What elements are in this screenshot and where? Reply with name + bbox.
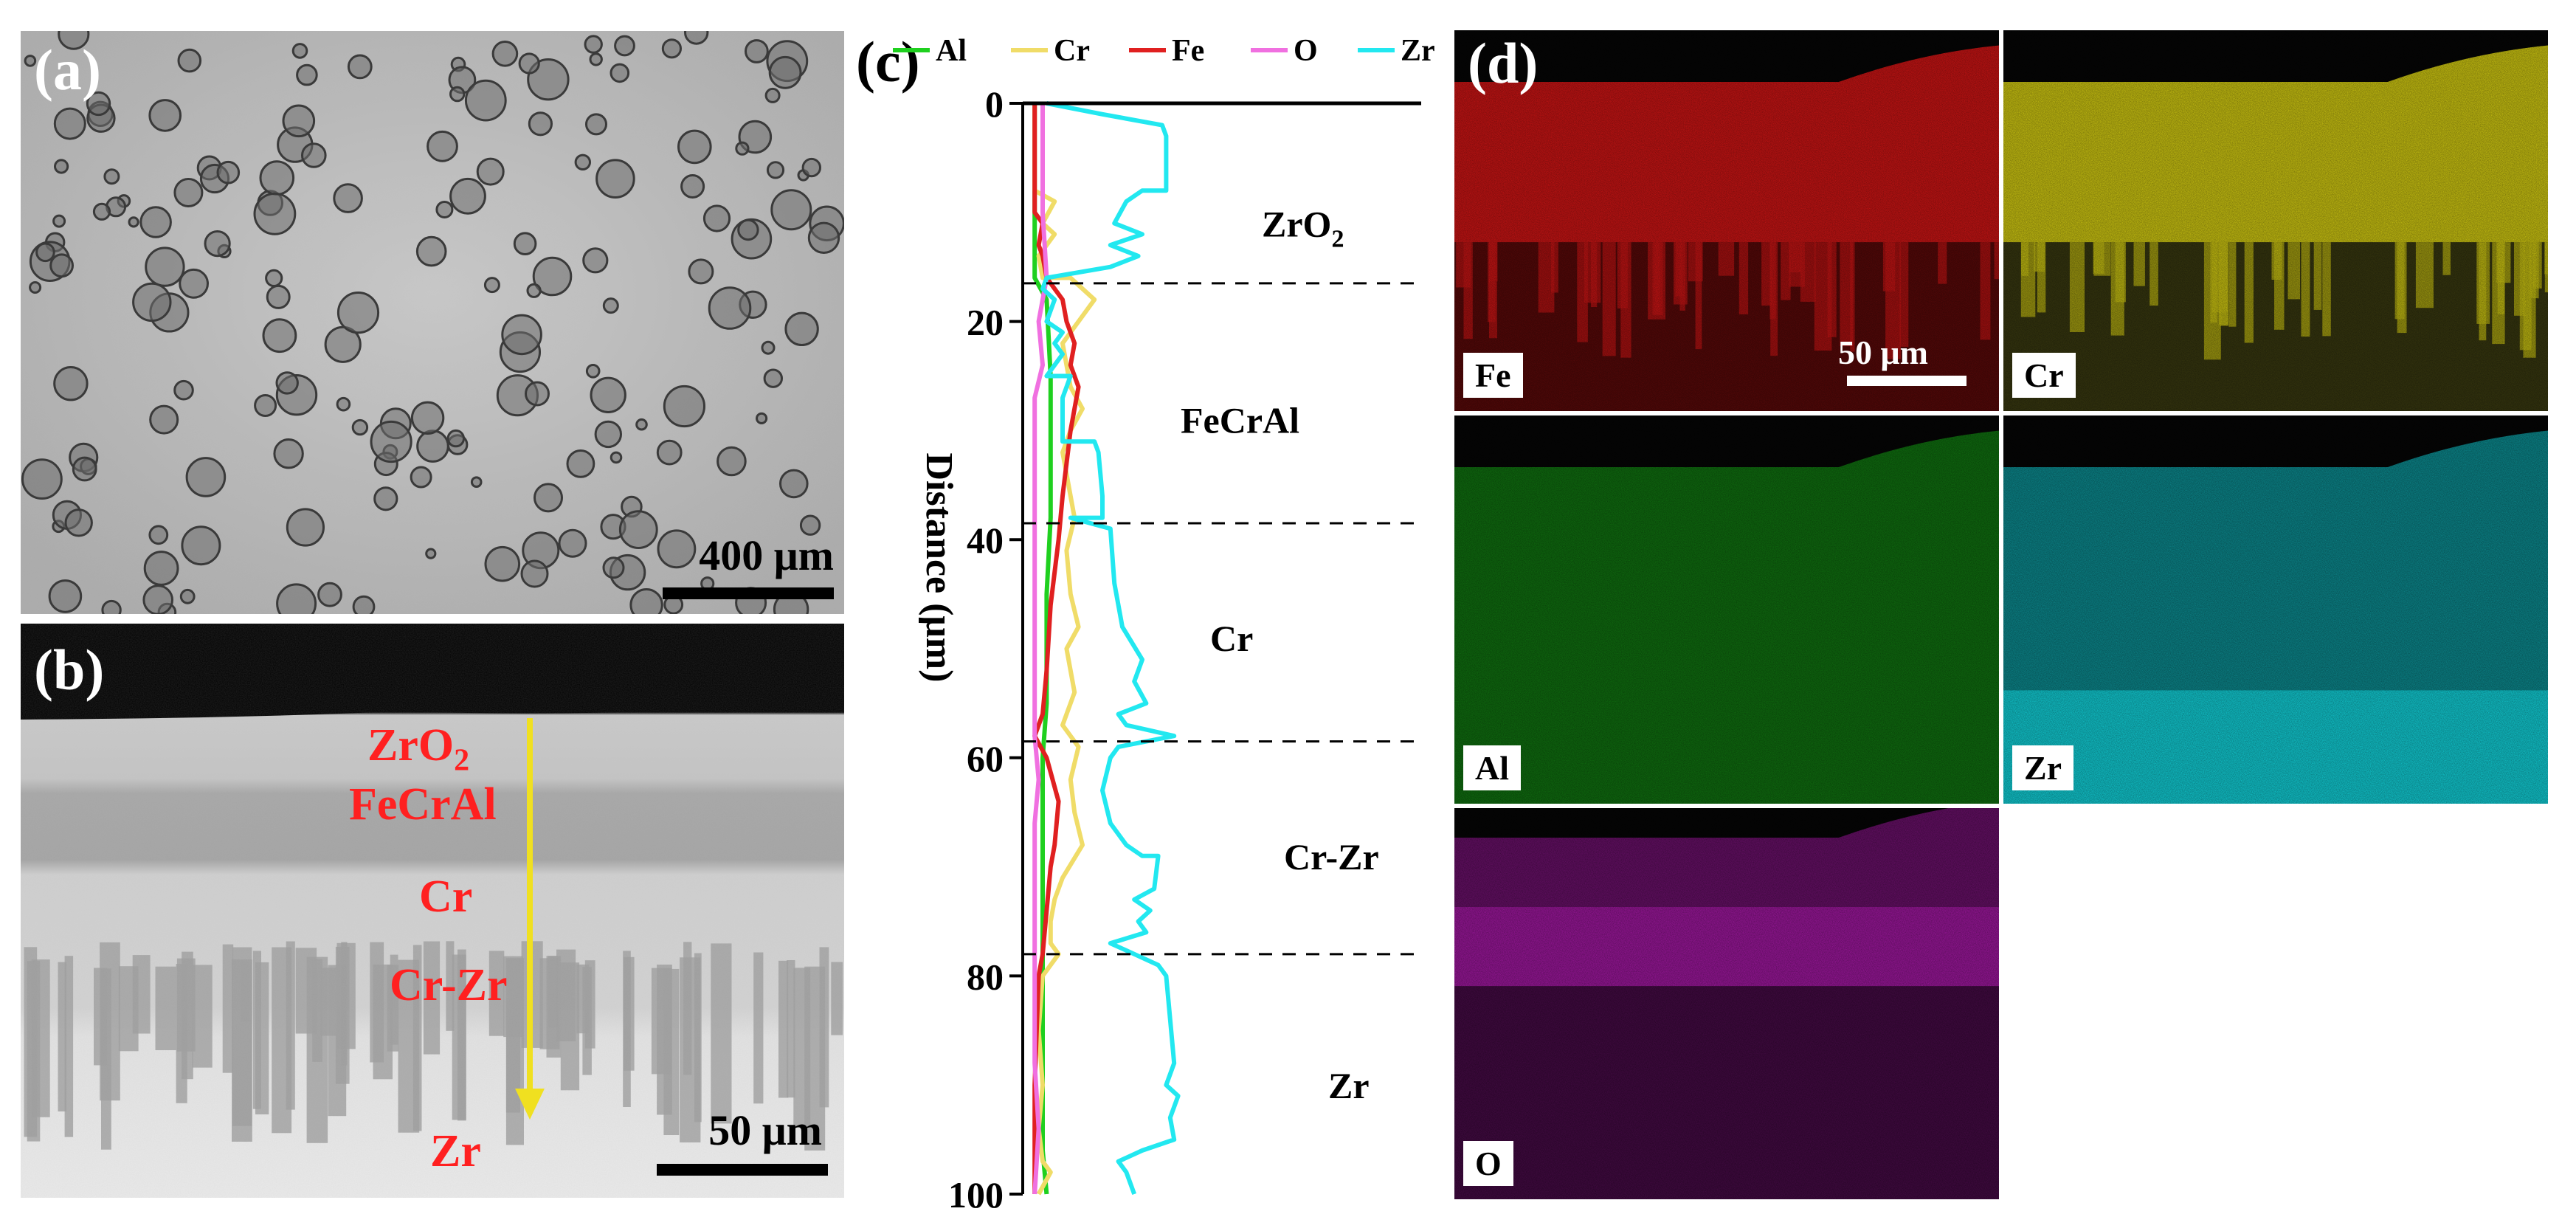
panel-d-scale-text: 50 μm bbox=[1838, 334, 1928, 371]
layer-label-fecral: FeCrAl bbox=[349, 779, 497, 830]
panel-a-label: (a) bbox=[34, 38, 101, 102]
panel-b-cross-section: (b) ZrO2 FeCrAl Cr Cr-Zr Zr 50 μm bbox=[21, 624, 844, 1198]
eds-map-zr-image bbox=[2003, 415, 2548, 804]
panel-d-eds-maps: (d) 50 μm Fe Cr Al Zr O bbox=[1452, 28, 2574, 1201]
eds-label-o: O bbox=[1463, 1141, 1513, 1186]
eds-map-o: O bbox=[1452, 806, 2001, 1201]
layer-label-zro2: ZrO2 bbox=[367, 720, 469, 778]
eds-map-o-image bbox=[1454, 808, 1999, 1199]
series-line-zr bbox=[1040, 101, 1181, 1196]
y-tick-label-20: 20 bbox=[967, 302, 1004, 343]
legend-label-o: O bbox=[1294, 34, 1318, 68]
legend-label-zr: Zr bbox=[1401, 34, 1435, 68]
eds-map-al: Al bbox=[1452, 413, 2001, 806]
eds-map-cr-image bbox=[2003, 30, 2548, 411]
layer-label-cr: Cr bbox=[419, 872, 473, 922]
panel-c-line-scan: (c) Al Cr Fe O Zr ZrO2 FeCrAl Cr Cr-Zr Zr 0 20 40 60 80… bbox=[849, 0, 1439, 1228]
region-label-cr-zr: Cr-Zr bbox=[1284, 836, 1379, 877]
layer-label-zro2-text: ZrO bbox=[367, 720, 455, 770]
region-label-fecral: FeCrAl bbox=[1181, 400, 1299, 441]
panel-b-label: (b) bbox=[34, 638, 105, 702]
panel-c-label: (c) bbox=[856, 30, 920, 94]
eds-label-cr: Cr bbox=[2012, 353, 2076, 398]
panel-a-scale-bar bbox=[663, 587, 834, 599]
micrograph-a-image bbox=[21, 31, 844, 614]
layer-label-zr: Zr bbox=[430, 1126, 481, 1176]
eds-map-cr: Cr bbox=[2001, 28, 2550, 413]
region-label-cr: Cr bbox=[1210, 618, 1253, 659]
micrograph-b-image bbox=[21, 624, 844, 1198]
layer-label-cr-zr: Cr-Zr bbox=[390, 960, 508, 1010]
y-tick-label-60: 60 bbox=[967, 738, 1004, 779]
panel-a-scale-text: 400 μm bbox=[699, 531, 834, 579]
eds-map-al-image bbox=[1454, 415, 1999, 804]
region-label-zro: ZrO2 bbox=[1262, 204, 1344, 253]
panel-b-scale-bar bbox=[657, 1164, 828, 1176]
legend-label-al: Al bbox=[936, 34, 967, 68]
panel-b-scale-text: 50 μm bbox=[708, 1106, 822, 1154]
y-axis-label: Distance (μm) bbox=[918, 452, 960, 682]
legend-label-fe: Fe bbox=[1172, 34, 1204, 68]
y-tick-label-80: 80 bbox=[967, 956, 1004, 997]
eds-label-zr: Zr bbox=[2012, 745, 2074, 790]
y-tick-label-0: 0 bbox=[985, 83, 1004, 125]
chart-legend: Al Cr Fe O Zr bbox=[893, 34, 1435, 68]
y-tick-label-40: 40 bbox=[967, 520, 1004, 561]
layer-label-zro2-subscript: 2 bbox=[454, 743, 470, 778]
region-label-subscript: 2 bbox=[1331, 226, 1344, 253]
eds-map-fe-image bbox=[1454, 30, 1999, 411]
eds-map-zr: Zr bbox=[2001, 413, 2550, 806]
eds-map-fe: (d) 50 μm Fe bbox=[1452, 28, 2001, 413]
panel-a-micrograph: (a) 400 μm bbox=[21, 31, 844, 614]
y-tick-label-100: 100 bbox=[948, 1174, 1004, 1216]
legend-label-cr: Cr bbox=[1054, 34, 1090, 68]
region-label-zr: Zr bbox=[1328, 1065, 1370, 1106]
eds-label-fe: Fe bbox=[1463, 353, 1523, 398]
panel-d-scale-bar bbox=[1847, 376, 1966, 386]
eds-label-al: Al bbox=[1463, 745, 1521, 790]
line-scan-chart: (c) Al Cr Fe O Zr ZrO2 FeCrAl Cr Cr-Zr Zr 0 20 40 60 80… bbox=[856, 30, 1435, 1216]
panel-d-label: (d) bbox=[1468, 31, 1539, 95]
